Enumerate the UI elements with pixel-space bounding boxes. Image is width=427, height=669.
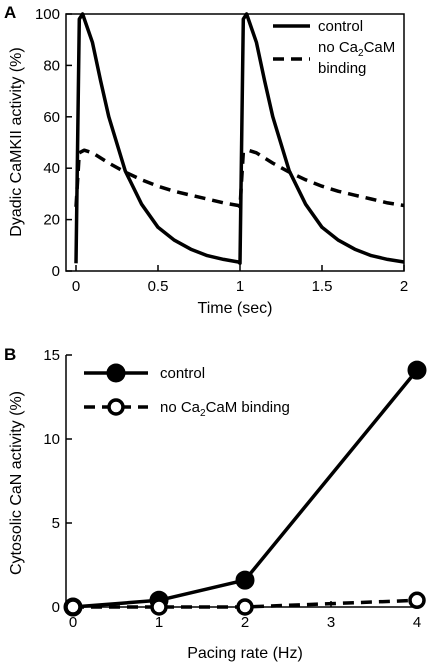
panel-a-x-ticks: 0 0.5 1 1.5 2	[72, 265, 408, 295]
y-tick-label: 20	[43, 212, 60, 229]
panel-a-letter: A	[4, 3, 16, 22]
panel-a-legend-control-label: control	[318, 18, 363, 35]
data-point-no-cacam	[408, 591, 426, 610]
y-tick-label: 40	[43, 160, 60, 177]
panel-a-x-axis-label: Time (sec)	[198, 300, 273, 317]
panel-a-legend: control no Ca2CaM binding	[273, 18, 395, 77]
data-point-no-cacam	[150, 598, 168, 616]
data-point-control	[235, 570, 255, 590]
data-point-no-cacam	[236, 598, 254, 616]
panel-a-y-axis-label: Dyadic CaMKII activity (%)	[8, 47, 25, 236]
y-tick-label: 0	[52, 599, 60, 616]
panel-a-plot-frame	[65, 13, 405, 272]
x-tick-label: 1	[155, 614, 163, 631]
panel-b-legend-nocacam-label: no Ca2CaM binding	[160, 399, 290, 419]
panel-b-series	[63, 360, 427, 617]
panel-a-legend-nocacam-label-line2: binding	[318, 60, 366, 77]
panel-a-legend-nocacam-label: no Ca2CaM	[318, 39, 395, 59]
panel-b-y-axis-label: Cytosolic CaN activity (%)	[8, 391, 25, 575]
x-tick-label: 0	[72, 278, 80, 295]
x-tick-label: 2	[400, 278, 408, 295]
x-tick-label: 0.5	[148, 278, 169, 295]
y-tick-label: 60	[43, 109, 60, 126]
panel-a-series	[74, 12, 405, 266]
panel-b-legend-nocacam-marker	[107, 398, 125, 416]
series-line-no-cacam	[73, 598, 418, 609]
panel-a-y-ticks: 0 20 40 60 80 100	[35, 6, 72, 280]
data-point-control	[407, 360, 427, 380]
series-line-control	[72, 368, 419, 609]
x-tick-label: 3	[327, 614, 335, 631]
panel-b-legend: control no Ca2CaM binding	[84, 363, 290, 419]
panel-b-legend-control-label: control	[160, 365, 205, 382]
y-tick-label: 10	[43, 431, 60, 448]
panel-b-x-axis-label: Pacing rate (Hz)	[187, 645, 303, 662]
y-tick-label: 0	[52, 263, 60, 280]
y-tick-label: 5	[52, 515, 60, 532]
panel-a: A 0 20 40 60 80 100 0 0.5 1 1.5 2 Time (sec) Dyad…	[4, 3, 408, 317]
x-tick-label: 2	[241, 614, 249, 631]
y-tick-label: 15	[43, 347, 60, 364]
panel-b-letter: B	[4, 345, 16, 364]
panel-b-y-ticks: 0 5 10 15	[43, 347, 72, 616]
x-tick-label: 1.5	[312, 278, 333, 295]
panel-b-legend-control-marker	[106, 363, 126, 383]
x-tick-label: 4	[413, 614, 421, 631]
series-line-no-cacam	[74, 148, 405, 209]
y-tick-label: 100	[35, 6, 60, 23]
panel-b: B 0 5 10 15 0 1 2 3 4 Pacing rate (Hz) Cytosoli…	[4, 345, 427, 662]
x-tick-label: 1	[236, 278, 244, 295]
x-tick-label: 0	[69, 614, 77, 631]
y-tick-label: 80	[43, 57, 60, 74]
series-line-control	[74, 12, 405, 266]
data-point-no-cacam	[64, 598, 82, 616]
